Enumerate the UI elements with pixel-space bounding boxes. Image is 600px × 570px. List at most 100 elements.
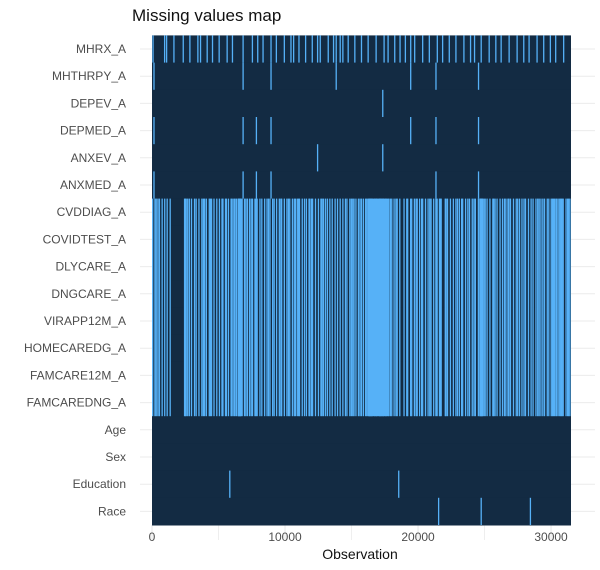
missing-mark-dense [550, 198, 552, 417]
missing-mark-mhrx_a [399, 35, 401, 63]
missing-mark-mhrx_a [528, 35, 530, 63]
missing-mark-dense [542, 198, 544, 417]
y-tick-label: HOMECAREDG_A [24, 341, 126, 355]
missing-mark-dense [362, 198, 365, 417]
missing-mark-dense [561, 198, 563, 417]
missing-mark-mhrx_a [463, 35, 465, 63]
missing-mark-dense [532, 198, 534, 417]
y-tick-label: VIRAPP12M_A [44, 314, 126, 328]
missing-mark-dense [556, 198, 558, 417]
y-tick-label: MHRX_A [76, 42, 126, 56]
missing-mark-dense [205, 198, 208, 417]
missing-mark-dense [218, 198, 221, 417]
missing-mark-dense [551, 198, 554, 417]
missing-mark-dense [161, 198, 163, 417]
missing-mark-dense [154, 198, 156, 417]
missing-mark-mhrx_a [242, 35, 244, 63]
y-tick-label: DNGCARE_A [51, 287, 126, 301]
missing-mark-dense [391, 198, 393, 417]
missing-mark-dense [305, 198, 308, 417]
missing-mark-dense [235, 198, 238, 417]
missing-mark-dense [266, 198, 268, 417]
missing-mark-mhrx_a [275, 35, 278, 63]
missing-mark-dense [188, 198, 191, 417]
missing-mark-mhrx_a [152, 35, 154, 63]
missing-mark-dense [565, 198, 567, 417]
missing-mark-dense [460, 198, 463, 417]
y-tick-label: Race [98, 504, 126, 518]
missing-mark-dense [296, 198, 298, 417]
missing-mark-dense [308, 198, 310, 417]
missing-mark-dense [216, 198, 218, 417]
missing-mark-dense [310, 198, 313, 417]
missing-mark-dense [524, 198, 527, 417]
missing-mark-mhrx_a [189, 35, 191, 63]
chart-title: Missing values map [132, 6, 282, 25]
missing-mark-mhrx_a [270, 35, 272, 63]
x-axis-title: Observation [322, 546, 398, 562]
missing-mark-dense [190, 198, 193, 417]
missing-mark-depmed_a [153, 117, 155, 145]
missing-mark-mhrx_a [290, 35, 292, 63]
missing-mark-dense [267, 198, 270, 417]
missing-mark-dense [546, 198, 548, 417]
missing-mark-mhrx_a [262, 35, 264, 63]
missing-mark-anxev_a [382, 144, 384, 172]
missing-mark-mhthrpy_a [153, 62, 155, 90]
missing-mark-dense [567, 198, 570, 417]
missing-mark-dense [410, 198, 412, 417]
missing-mark-dense [558, 198, 560, 417]
missing-mark-dense [413, 198, 416, 417]
tile-row-sex [152, 443, 571, 472]
missing-block-dense [237, 198, 242, 417]
missing-mark-dense [227, 198, 230, 417]
missing-mark-race [480, 497, 482, 525]
missing-mark-mhthrpy_a [477, 62, 480, 90]
missing-mark-mhrx_a [163, 35, 166, 63]
missing-mark-dense [415, 198, 417, 417]
missing-mark-dense [324, 198, 327, 417]
missing-mark-dense [222, 198, 224, 417]
missing-mark-dense [471, 198, 473, 417]
missing-mark-mhthrpy_a [410, 62, 412, 90]
y-tick-label: Education [73, 477, 126, 491]
missing-mark-dense [509, 198, 512, 417]
missing-mark-race [529, 497, 532, 525]
y-tick-label: FAMCAREDNG_A [27, 396, 126, 410]
missing-mark-mhrx_a [327, 35, 329, 63]
missing-mark-mhrx_a [488, 35, 490, 63]
missing-mark-mhrx_a [292, 35, 295, 63]
missing-mark-mhrx_a [422, 35, 424, 63]
missing-mark-mhrx_a [495, 35, 497, 63]
missing-mark-mhrx_a [555, 35, 557, 63]
missing-mark-dense [455, 198, 457, 417]
missing-mark-dense [521, 198, 523, 417]
missing-mark-depmed_a [410, 117, 412, 145]
missing-mark-mhrx_a [251, 35, 254, 63]
missing-mark-dense [540, 198, 542, 417]
missing-mark-depev_a [382, 89, 384, 117]
tile-row-anxmed_a [152, 171, 571, 200]
missing-mark-mhrx_a [197, 35, 199, 63]
missing-mark-mhrx_a [436, 35, 438, 63]
missing-mark-mhrx_a [563, 35, 565, 63]
missing-mark-dense [241, 198, 243, 417]
missing-mark-dense [538, 198, 540, 417]
missing-mark-dense [518, 198, 521, 417]
missing-mark-dense [298, 198, 301, 417]
missing-mark-dense [185, 198, 187, 417]
missing-mark-dense [246, 198, 249, 417]
missing-mark-dense [198, 198, 200, 417]
missing-mark-mhrx_a [311, 35, 313, 63]
missing-mark-mhrx_a [360, 35, 363, 63]
missing-mark-dense [438, 198, 441, 417]
missing-mark-dense [272, 198, 274, 417]
missing-mark-dense [458, 198, 461, 417]
missing-mark-dense [187, 198, 189, 417]
missing-mark-dense [418, 198, 421, 417]
missing-mark-dense [336, 198, 339, 417]
missing-mark-dense [261, 198, 263, 417]
missing-mark-dense [530, 198, 532, 417]
missing-mark-mhrx_a [516, 35, 518, 63]
missing-mark-dense [303, 198, 306, 417]
